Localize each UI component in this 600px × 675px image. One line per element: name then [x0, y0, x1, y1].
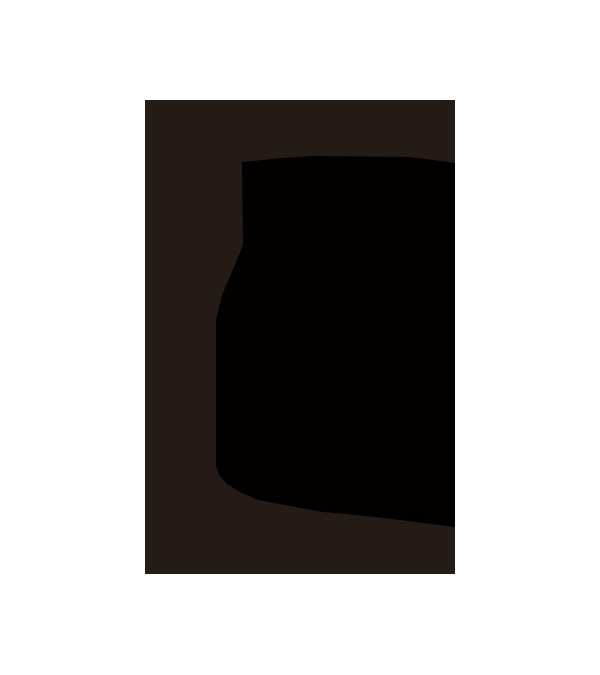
dark-product-photo [145, 100, 455, 574]
photo-canvas [216, 156, 455, 527]
object-silhouette [216, 156, 455, 527]
